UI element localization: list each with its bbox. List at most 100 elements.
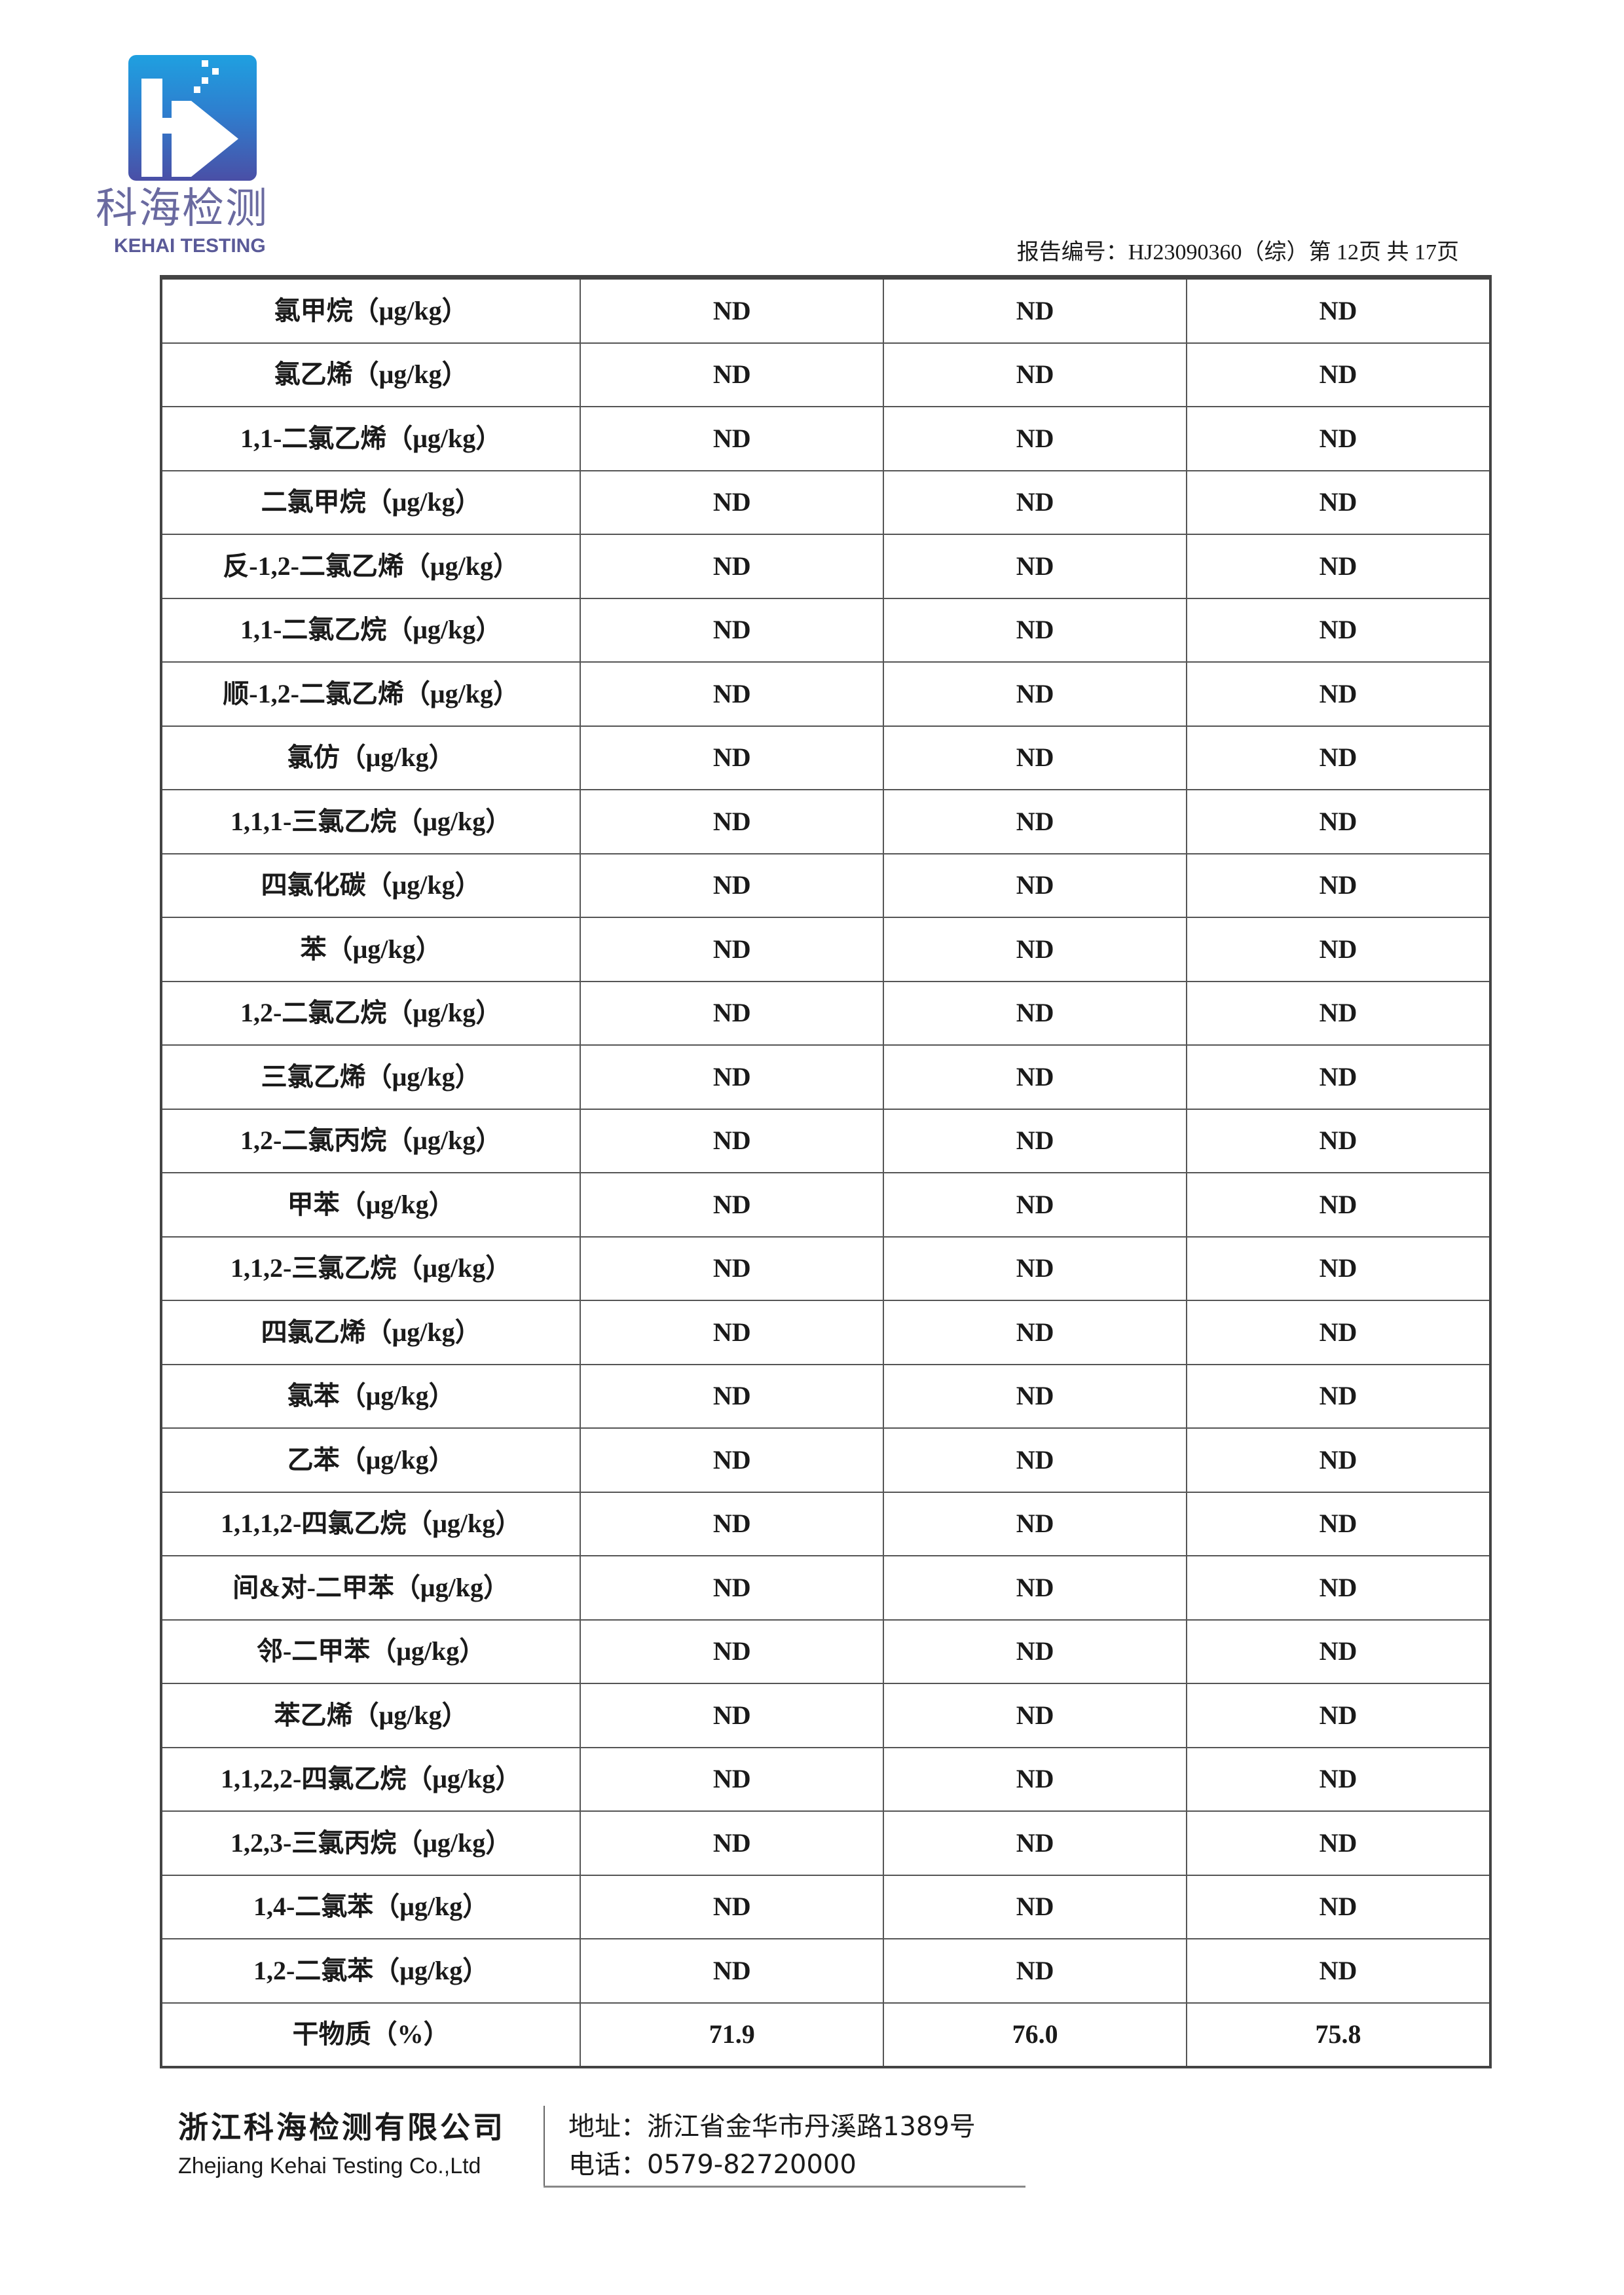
table-row: 甲苯（μg/kg） ND ND ND xyxy=(160,1172,1491,1238)
item-name: 氯乙烯（μg/kg） xyxy=(160,342,581,407)
result-cell: ND xyxy=(1186,1938,1491,2004)
result-cell: ND xyxy=(1186,980,1491,1046)
result-cell: 75.8 xyxy=(1186,2002,1491,2068)
result-cell: ND xyxy=(883,1555,1188,1621)
table-row: 1,2-二氯苯（μg/kg） ND ND ND xyxy=(160,1938,1491,2004)
item-name: 氯苯（μg/kg） xyxy=(160,1363,581,1429)
item-name: 四氯化碳（μg/kg） xyxy=(160,853,581,918)
item-name: 甲苯（μg/kg） xyxy=(160,1172,581,1238)
table-row: 干物质（%） 71.9 76.0 75.8 xyxy=(160,2002,1491,2068)
result-cell: ND xyxy=(883,980,1188,1046)
result-cell: ND xyxy=(883,1810,1188,1876)
result-cell: ND xyxy=(883,1619,1188,1684)
footer-company-cn: 浙江科海检测有限公司 xyxy=(178,2110,506,2145)
result-cell: ND xyxy=(1186,1746,1491,1812)
table-row: 氯仿（μg/kg） ND ND ND xyxy=(160,725,1491,790)
item-name: 氯甲烷（μg/kg） xyxy=(160,276,581,344)
result-cell: ND xyxy=(580,1810,885,1876)
table-row: 1,2-二氯乙烷（μg/kg） ND ND ND xyxy=(160,980,1491,1046)
item-name: 苯乙烯（μg/kg） xyxy=(160,1683,581,1748)
result-cell: ND xyxy=(1186,534,1491,599)
table-row: 1,1,2-三氯乙烷（μg/kg） ND ND ND xyxy=(160,1236,1491,1301)
result-cell: ND xyxy=(1186,661,1491,727)
result-cell: ND xyxy=(883,534,1188,599)
result-cell: ND xyxy=(580,725,885,790)
result-cell: ND xyxy=(1186,1619,1491,1684)
table-row: 四氯乙烯（μg/kg） ND ND ND xyxy=(160,1300,1491,1365)
table-row: 1,1-二氯乙烯（μg/kg） ND ND ND xyxy=(160,406,1491,471)
result-cell: ND xyxy=(580,342,885,407)
item-name: 间&对-二甲苯（μg/kg） xyxy=(160,1555,581,1621)
result-cell: ND xyxy=(580,534,885,599)
result-cell: ND xyxy=(1186,1491,1491,1556)
item-name: 苯（μg/kg） xyxy=(160,917,581,982)
footer-underline xyxy=(544,2186,1025,2188)
table-row: 氯甲烷（μg/kg） ND ND ND xyxy=(160,276,1491,344)
result-cell: ND xyxy=(1186,597,1491,663)
table-row: 氯苯（μg/kg） ND ND ND xyxy=(160,1363,1491,1429)
table-row: 1,2-二氯丙烷（μg/kg） ND ND ND xyxy=(160,1108,1491,1173)
item-name: 1,2-二氯苯（μg/kg） xyxy=(160,1938,581,2004)
item-name: 1,1-二氯乙烯（μg/kg） xyxy=(160,406,581,471)
result-cell: ND xyxy=(1186,1363,1491,1429)
result-cell: ND xyxy=(883,661,1188,727)
item-name: 1,1,2,2-四氯乙烷（μg/kg） xyxy=(160,1746,581,1812)
table-row: 苯（μg/kg） ND ND ND xyxy=(160,917,1491,982)
result-cell: ND xyxy=(883,406,1188,471)
result-cell: ND xyxy=(580,1491,885,1556)
result-cell: ND xyxy=(883,342,1188,407)
result-cell: ND xyxy=(580,1172,885,1238)
item-name: 1,1,2-三氯乙烷（μg/kg） xyxy=(160,1236,581,1301)
table-row: 1,1,1-三氯乙烷（μg/kg） ND ND ND xyxy=(160,789,1491,854)
result-cell: ND xyxy=(883,1746,1188,1812)
item-name: 四氯乙烯（μg/kg） xyxy=(160,1300,581,1365)
item-name: 氯仿（μg/kg） xyxy=(160,725,581,790)
result-cell: ND xyxy=(1186,342,1491,407)
footer-divider xyxy=(544,2106,545,2187)
result-cell: ND xyxy=(580,406,885,471)
table-row: 苯乙烯（μg/kg） ND ND ND xyxy=(160,1683,1491,1748)
result-cell: ND xyxy=(580,1619,885,1684)
result-cell: ND xyxy=(1186,1427,1491,1493)
table-row: 1,1,2,2-四氯乙烷（μg/kg） ND ND ND xyxy=(160,1746,1491,1812)
result-cell: ND xyxy=(580,980,885,1046)
result-cell: ND xyxy=(1186,1236,1491,1301)
result-cell: ND xyxy=(1186,1108,1491,1173)
result-cell: ND xyxy=(1186,1555,1491,1621)
item-name: 二氯甲烷（μg/kg） xyxy=(160,469,581,535)
table-row: 三氯乙烯（μg/kg） ND ND ND xyxy=(160,1044,1491,1110)
table-row: 1,4-二氯苯（μg/kg） ND ND ND xyxy=(160,1874,1491,1939)
result-cell: ND xyxy=(1186,853,1491,918)
report-number: 报告编号：HJ23090360（综）第 12页 共 17页 xyxy=(1016,240,1459,265)
result-cell: ND xyxy=(883,1427,1188,1493)
table-row: 顺-1,2-二氯乙烯（μg/kg） ND ND ND xyxy=(160,661,1491,727)
result-cell: ND xyxy=(1186,789,1491,854)
item-name: 1,4-二氯苯（μg/kg） xyxy=(160,1874,581,1939)
result-cell: ND xyxy=(883,853,1188,918)
result-cell: ND xyxy=(580,1683,885,1748)
footer-phone: 电话：0579-82720000 xyxy=(568,2150,857,2180)
result-cell: ND xyxy=(883,1683,1188,1748)
result-cell: ND xyxy=(1186,917,1491,982)
result-cell: ND xyxy=(883,1300,1188,1365)
result-cell: ND xyxy=(1186,469,1491,535)
result-cell: ND xyxy=(1186,1683,1491,1748)
result-cell: ND xyxy=(580,469,885,535)
result-cell: ND xyxy=(580,1300,885,1365)
item-name: 干物质（%） xyxy=(160,2002,581,2068)
item-name: 1,1,1-三氯乙烷（μg/kg） xyxy=(160,789,581,854)
result-cell: ND xyxy=(580,1874,885,1939)
logo-text-cn: 科海检测 xyxy=(96,185,268,233)
item-name: 乙苯（μg/kg） xyxy=(160,1427,581,1493)
result-cell: ND xyxy=(883,1874,1188,1939)
result-cell: ND xyxy=(883,1938,1188,2004)
result-cell: ND xyxy=(1186,1300,1491,1365)
result-cell: ND xyxy=(580,1938,885,2004)
footer-address: 地址：浙江省金华市丹溪路1389号 xyxy=(568,2112,976,2142)
item-name: 1,1-二氯乙烷（μg/kg） xyxy=(160,597,581,663)
item-name: 反-1,2-二氯乙烯（μg/kg） xyxy=(160,534,581,599)
result-cell: ND xyxy=(580,661,885,727)
table-row: 四氯化碳（μg/kg） ND ND ND xyxy=(160,853,1491,918)
result-cell: ND xyxy=(1186,1874,1491,1939)
result-cell: 76.0 xyxy=(883,2002,1188,2068)
